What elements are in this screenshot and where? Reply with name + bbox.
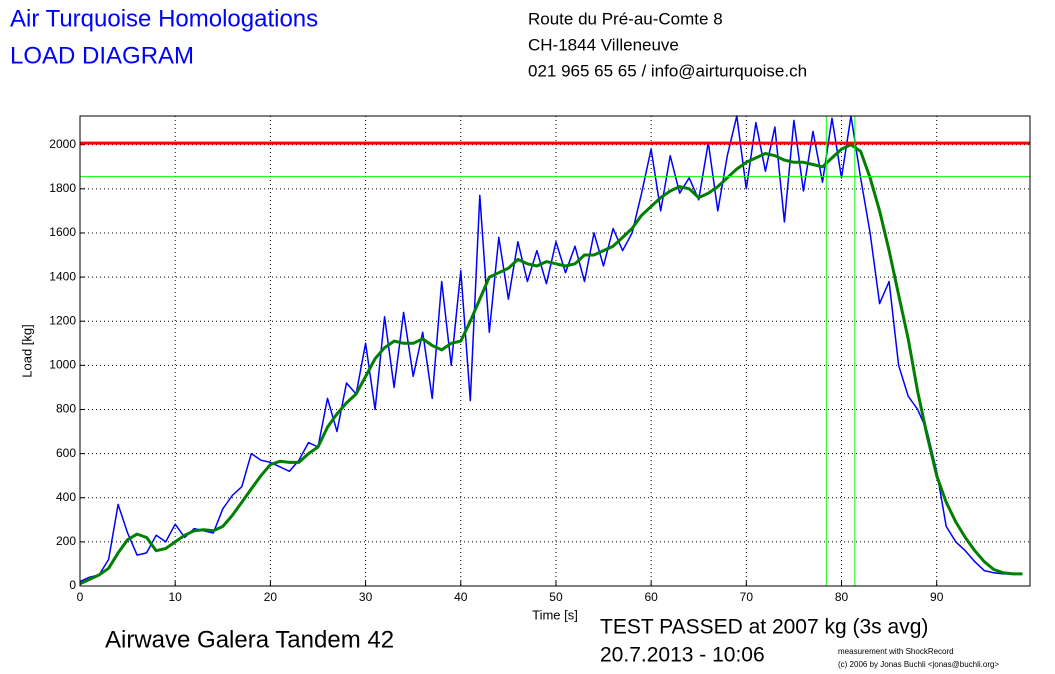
x-tick-label: 40 (454, 590, 468, 604)
y-tick-label: 800 (56, 402, 76, 416)
credit: measurement with ShockRecord (838, 647, 954, 656)
x-tick-label: 80 (835, 590, 849, 604)
y-tick-label: 1000 (49, 358, 76, 372)
y-tick-label: 0 (69, 578, 76, 592)
x-tick-label: 90 (930, 590, 944, 604)
y-tick-label: 200 (56, 534, 76, 548)
y-tick-label: 400 (56, 490, 76, 504)
date: 20.7.2013 - 10:06 (600, 644, 765, 667)
y-tick-label: 1400 (49, 269, 76, 283)
credit: (c) 2006 by Jonas Buchli <jonas@buchli.o… (838, 660, 999, 669)
x-tick-label: 20 (264, 590, 278, 604)
y-tick-label: 1600 (49, 225, 76, 239)
x-tick-label: 30 (359, 590, 373, 604)
x-axis-label: Time [s] (532, 607, 578, 622)
x-tick-label: 70 (740, 590, 754, 604)
x-tick-label: 0 (77, 590, 84, 604)
y-tick-label: 1800 (49, 181, 76, 195)
y-tick-label: 2000 (49, 137, 76, 151)
address-line: Route du Pré-au-Comte 8 (528, 9, 723, 28)
x-tick-label: 60 (644, 590, 658, 604)
data-line (79, 143, 1023, 586)
address-line: 021 965 65 65 / info@airturquoise.ch (528, 61, 807, 80)
result: TEST PASSED at 2007 kg (3s avg) (600, 616, 928, 639)
title: Air Turquoise Homologations (10, 5, 318, 32)
x-tick-label: 10 (169, 590, 183, 604)
data-line (79, 115, 1023, 583)
y-axis-label: Load [kg] (19, 324, 34, 378)
glider-name: Airwave Galera Tandem 42 (105, 626, 394, 653)
subtitle: LOAD DIAGRAM (10, 42, 194, 69)
address-line: CH-1844 Villeneuve (528, 35, 679, 54)
y-tick-label: 1200 (49, 313, 76, 327)
x-tick-label: 50 (549, 590, 563, 604)
y-tick-label: 600 (56, 446, 76, 460)
plot-frame (79, 115, 1031, 587)
